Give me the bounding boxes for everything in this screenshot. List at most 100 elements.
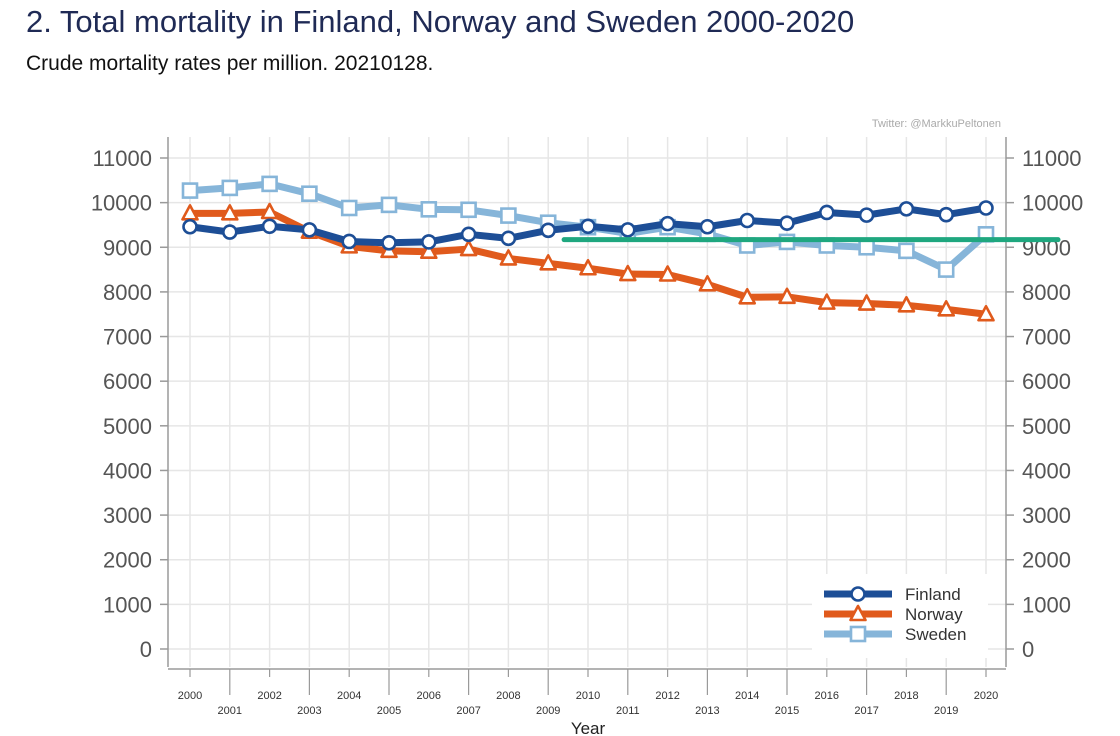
- x-tick-label: 2016: [815, 690, 839, 702]
- data-point-sweden: [301, 185, 318, 203]
- data-point-norway: [221, 204, 239, 221]
- y-tick-label-left: 8000: [103, 280, 152, 305]
- page-subtitle: Crude mortality rates per million. 20210…: [26, 52, 434, 75]
- x-tick-label: 2003: [297, 705, 321, 717]
- data-point-norway: [419, 242, 438, 260]
- data-point-finland: [818, 204, 835, 221]
- data-point-finland: [222, 224, 238, 240]
- legend-marker-finland: [850, 586, 866, 602]
- data-point-finland: [500, 230, 517, 247]
- data-point-norway: [698, 275, 717, 292]
- legend-label-finland: Finland: [905, 585, 961, 604]
- data-point-sweden: [380, 196, 398, 214]
- data-point-norway: [658, 265, 677, 282]
- data-point-finland: [938, 206, 955, 223]
- x-tick-label: 2020: [974, 690, 998, 702]
- data-point-sweden: [898, 242, 915, 260]
- legend-label-norway: Norway: [905, 605, 963, 624]
- x-tick-label: 2007: [456, 705, 480, 717]
- data-point-sweden: [937, 261, 955, 278]
- data-point-finland: [460, 226, 477, 243]
- x-tick-label: 2014: [735, 690, 759, 702]
- y-tick-label-left: 0: [140, 637, 152, 662]
- x-tick-label: 2015: [775, 705, 799, 717]
- data-point-finland: [381, 235, 397, 251]
- data-point-finland: [301, 222, 318, 238]
- y-tick-label-left: 3000: [103, 503, 152, 528]
- data-point-finland: [659, 215, 676, 232]
- data-point-finland: [182, 218, 198, 235]
- data-point-sweden: [500, 207, 517, 224]
- y-tick-label-right: 11000: [1022, 146, 1082, 171]
- x-tick-label: 2000: [178, 690, 202, 702]
- data-point-norway: [817, 293, 836, 310]
- data-point-sweden: [261, 175, 278, 193]
- y-tick-label-left: 2000: [103, 548, 152, 573]
- legend-marker-sweden: [849, 625, 867, 643]
- data-point-norway: [937, 300, 956, 317]
- x-tick-label: 2008: [496, 690, 520, 702]
- y-tick-label-right: 1000: [1022, 592, 1071, 617]
- x-tick-label: 2013: [695, 705, 719, 717]
- data-point-norway: [977, 304, 995, 322]
- data-point-norway: [778, 287, 796, 305]
- data-point-finland: [261, 218, 278, 235]
- y-tick-label-right: 6000: [1022, 369, 1071, 394]
- data-point-finland: [619, 222, 636, 238]
- data-point-finland: [580, 218, 596, 235]
- y-tick-label-right: 5000: [1022, 414, 1071, 439]
- y-tick-label-right: 10000: [1022, 191, 1083, 216]
- y-tick-label-left: 7000: [103, 325, 152, 350]
- y-tick-label-left: 11000: [92, 146, 152, 171]
- x-tick-label: 2010: [576, 690, 600, 702]
- x-tick-label: 2002: [257, 690, 281, 702]
- y-tick-label-right: 8000: [1022, 280, 1071, 305]
- x-tick-label: 2017: [854, 705, 878, 717]
- y-tick-label-left: 9000: [103, 235, 152, 260]
- y-tick-label-right: 7000: [1022, 325, 1071, 350]
- y-tick-label-right: 3000: [1022, 503, 1071, 528]
- data-point-norway: [738, 287, 757, 305]
- data-point-norway: [260, 202, 279, 220]
- y-tick-label-left: 10000: [91, 191, 152, 216]
- x-tick-label: 2018: [894, 690, 918, 702]
- y-tick-label-right: 4000: [1022, 458, 1071, 483]
- data-point-norway: [897, 295, 916, 313]
- x-tick-label: 2009: [536, 705, 560, 717]
- legend-label-sweden: Sweden: [905, 625, 966, 644]
- data-point-sweden: [460, 201, 477, 219]
- data-point-finland: [341, 233, 358, 250]
- data-point-sweden: [340, 199, 358, 217]
- y-tick-label-left: 4000: [103, 458, 152, 483]
- x-tick-label: 2019: [934, 705, 958, 717]
- credit-text: Twitter: @MarkkuPeltonen: [872, 118, 1001, 130]
- data-point-finland: [699, 218, 716, 235]
- data-point-finland: [898, 201, 915, 217]
- data-point-norway: [618, 264, 637, 282]
- y-tick-label-left: 1000: [103, 592, 152, 617]
- data-point-finland: [978, 200, 994, 216]
- data-point-finland: [858, 207, 875, 223]
- y-tick-label-left: 6000: [103, 369, 152, 394]
- x-tick-label: 2006: [417, 690, 441, 702]
- data-point-norway: [539, 254, 558, 271]
- legend-marker-norway: [849, 604, 867, 622]
- x-tick-label: 2005: [377, 705, 401, 717]
- y-tick-label-left: 5000: [103, 414, 152, 439]
- data-point-norway: [499, 249, 518, 266]
- data-point-sweden: [221, 179, 239, 197]
- x-axis-title: Year: [571, 719, 606, 736]
- x-tick-label: 2001: [218, 705, 242, 717]
- data-point-norway: [579, 258, 597, 276]
- data-point-norway: [459, 239, 478, 257]
- data-point-norway: [857, 294, 876, 311]
- data-point-sweden: [858, 238, 875, 256]
- data-point-finland: [420, 234, 437, 250]
- data-point-finland: [540, 222, 557, 239]
- x-tick-label: 2011: [616, 705, 640, 717]
- data-point-sweden: [420, 201, 438, 218]
- x-tick-label: 2004: [337, 690, 361, 702]
- data-point-finland: [779, 215, 795, 231]
- y-tick-label-right: 0: [1022, 637, 1034, 662]
